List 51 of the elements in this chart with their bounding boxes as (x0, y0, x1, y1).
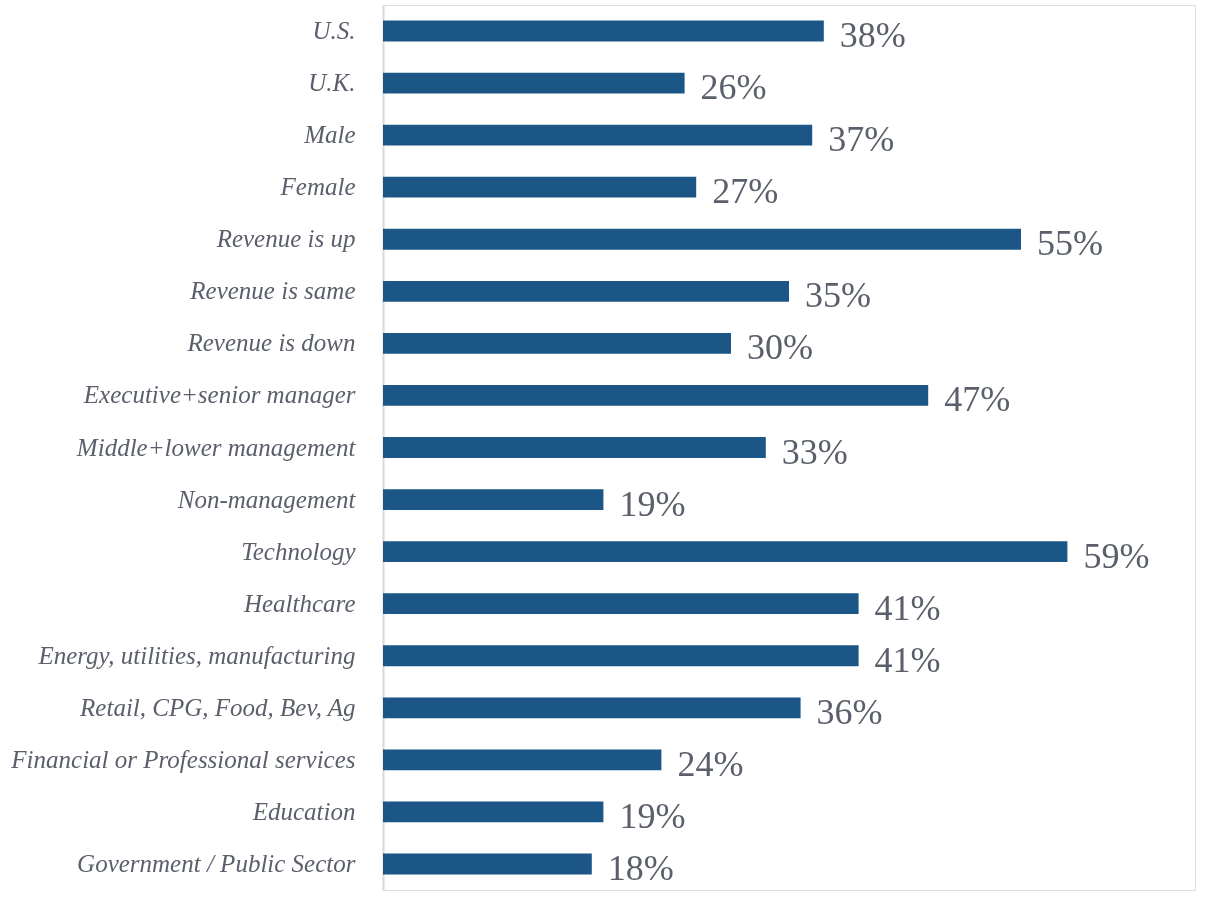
data-label: 47% (944, 379, 1011, 420)
y-tick-label: Revenue is same (189, 277, 356, 305)
y-tick-label: Male (303, 121, 356, 149)
data-label: 36% (816, 691, 883, 732)
bar (383, 801, 604, 823)
y-tick-label: Revenue is up (215, 225, 356, 253)
y-tick-label: Financial or Professional services (10, 745, 356, 773)
bar (383, 20, 824, 42)
bar (383, 697, 801, 719)
y-tick-label: U.S. (312, 17, 356, 45)
y-tick-label: Government / Public Sector (77, 849, 356, 877)
data-label: 41% (874, 639, 941, 680)
bar (383, 749, 662, 771)
bar (383, 228, 1021, 250)
y-tick-label: Retail, CPG, Food, Bev, Ag (79, 693, 356, 721)
data-label: 41% (874, 587, 941, 628)
bar (383, 593, 859, 615)
bar (383, 853, 592, 875)
bar (383, 332, 731, 354)
bar (383, 176, 697, 198)
data-label: 19% (619, 795, 686, 836)
y-tick-label: U.K. (308, 69, 356, 97)
y-tick-label: Revenue is down (186, 329, 356, 357)
data-label: 19% (619, 483, 686, 524)
data-label: 27% (712, 171, 779, 212)
y-tick-label: Middle+lower management (75, 433, 357, 461)
data-label: 59% (1083, 535, 1150, 576)
data-label: 18% (607, 847, 674, 888)
data-label: 24% (677, 743, 744, 784)
bar (383, 489, 604, 510)
bar (383, 645, 859, 667)
bar (383, 124, 813, 146)
y-tick-label: Energy, utilities, manufacturing (37, 641, 356, 669)
data-label: 38% (839, 15, 906, 56)
bar (383, 280, 789, 302)
bar (383, 385, 929, 406)
bar (383, 437, 766, 458)
y-tick-label: Healthcare (242, 589, 356, 617)
data-label: 26% (700, 67, 767, 108)
y-tick-label: Technology (241, 537, 357, 565)
bar (383, 72, 685, 94)
y-tick-label: Female (279, 173, 356, 201)
data-label: 30% (747, 327, 813, 368)
data-label: 35% (805, 275, 871, 316)
y-tick-label: Executive+senior manager (82, 381, 356, 409)
data-label: 33% (781, 431, 848, 472)
y-tick-label: Non-management (176, 485, 357, 513)
data-label: 55% (1037, 223, 1103, 264)
data-label: 37% (828, 119, 895, 160)
bar (383, 541, 1068, 563)
y-tick-label: Education (251, 797, 356, 825)
